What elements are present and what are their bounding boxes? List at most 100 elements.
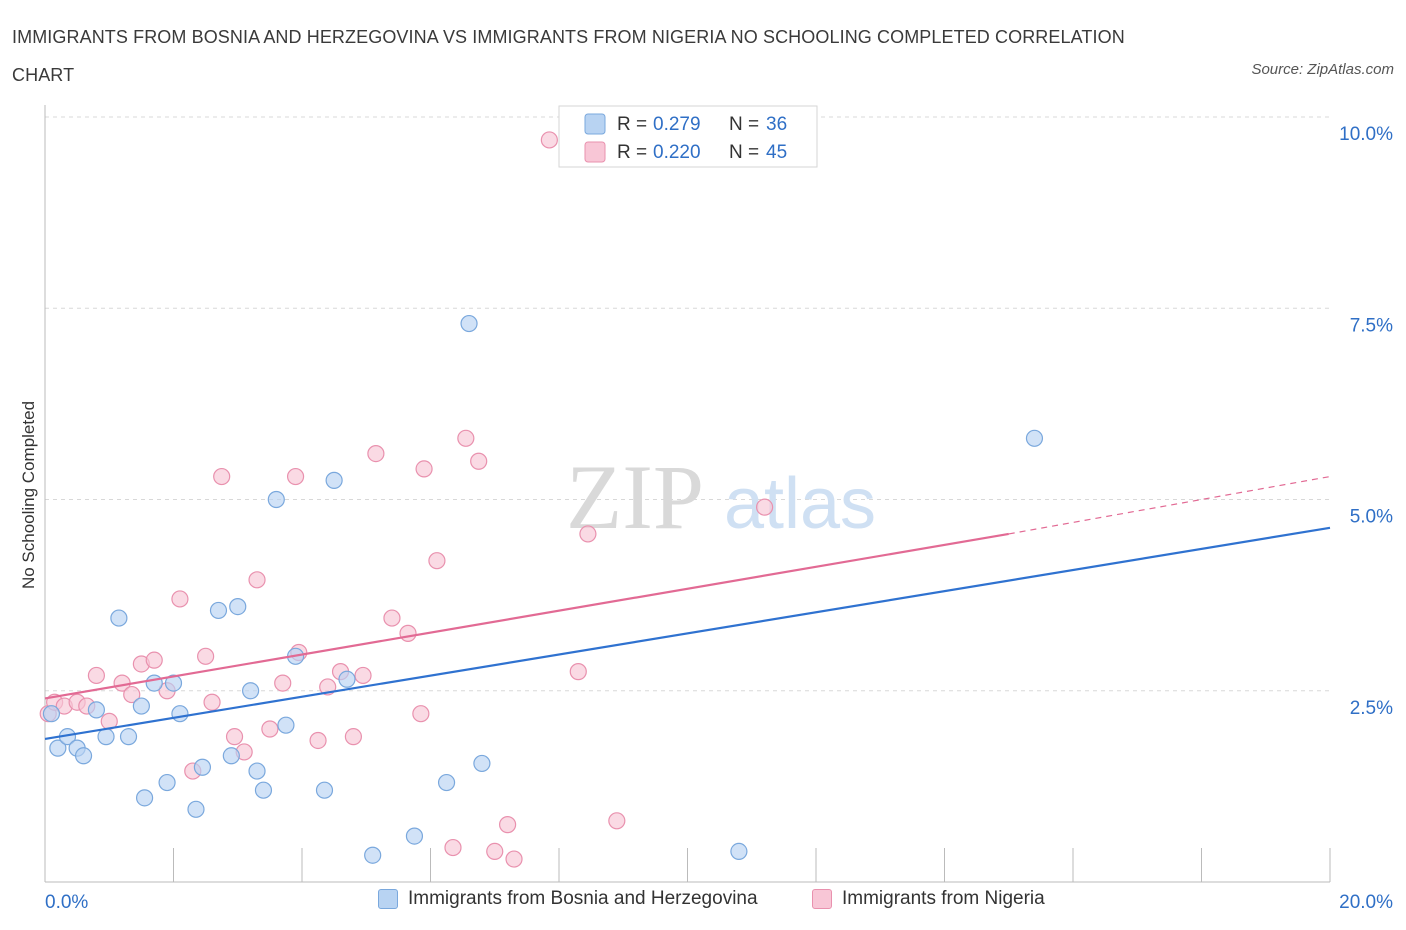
nigeria-point xyxy=(367,445,385,463)
bosnia-point xyxy=(110,609,128,627)
bosnia-point xyxy=(145,674,163,692)
nigeria-point xyxy=(248,571,266,589)
nigeria-point xyxy=(274,674,292,692)
nigeria-point xyxy=(412,705,430,723)
nigeria-point xyxy=(213,467,231,486)
nigeria-point xyxy=(569,663,587,681)
legend-item-bosnia: Immigrants from Bosnia and Herzegovina xyxy=(378,888,758,910)
bosnia-point xyxy=(42,705,61,723)
nigeria-point xyxy=(225,728,244,746)
bosnia-point xyxy=(49,739,67,757)
nigeria-point xyxy=(87,666,106,685)
legend-swatch-bosnia xyxy=(584,113,606,135)
legend-r-label-nigeria: R = xyxy=(617,142,647,163)
legend-r-label-bosnia: R = xyxy=(617,114,647,135)
bosnia-point xyxy=(460,314,478,333)
legend-r-value-bosnia: 0.279 xyxy=(653,114,701,135)
bosnia-point xyxy=(193,758,212,776)
watermark: ZIP atlas xyxy=(566,446,876,548)
nigeria-point xyxy=(123,685,141,704)
bosnia-point xyxy=(132,697,150,715)
bosnia-point xyxy=(364,846,382,864)
nigeria-point xyxy=(261,720,279,738)
bosnia-point xyxy=(209,601,228,620)
bosnia-point xyxy=(437,773,456,792)
chart-title: IMMIGRANTS FROM BOSNIA AND HERZEGOVINA V… xyxy=(12,27,1125,85)
legend-n-label-nigeria: N = xyxy=(729,142,759,163)
legend-r-value-nigeria: 0.220 xyxy=(653,142,701,163)
nigeria-point xyxy=(499,816,517,834)
bosnia-point xyxy=(74,747,93,765)
bosnia-point xyxy=(315,781,334,799)
bosnia-point xyxy=(187,800,205,818)
nigeria-point xyxy=(457,429,475,447)
y-tick-label: 10.0% xyxy=(1339,124,1393,145)
bosnia-point xyxy=(171,705,189,723)
axes xyxy=(44,105,1331,883)
nigeria-trend-extension xyxy=(1008,475,1331,535)
legend-n-label-bosnia: N = xyxy=(729,114,759,135)
nigeria-point xyxy=(354,666,372,685)
nigeria-point xyxy=(344,728,362,746)
tick-labels: 2.5% 5.0% 7.5% 10.0% 0.0% 20.0% xyxy=(45,124,1393,913)
bosnia-point xyxy=(405,827,424,845)
nigeria-point xyxy=(608,812,626,830)
nigeria-point xyxy=(540,131,558,149)
x-tick-label: 20.0% xyxy=(1339,892,1393,913)
y-tick-label: 5.0% xyxy=(1350,507,1393,528)
y-axis-label: No Schooling Completed xyxy=(19,401,38,589)
nigeria-point xyxy=(505,850,523,868)
nigeria-point xyxy=(444,838,462,857)
bosnia-point xyxy=(164,674,183,692)
nigeria-point xyxy=(383,609,401,627)
bosnia-point xyxy=(158,773,176,792)
y-tick-label: 2.5% xyxy=(1350,698,1393,719)
bosnia-point xyxy=(135,789,154,807)
nigeria-trend-line xyxy=(44,532,1009,700)
bosnia-point xyxy=(1025,429,1044,447)
legend-stats: R = 0.279 N = 36 R = 0.220 N = 45 xyxy=(558,105,818,168)
bosnia-point xyxy=(229,597,247,616)
source-label: Source: ZipAtlas.com xyxy=(1251,61,1394,78)
trend-lines xyxy=(44,475,1331,741)
bosnia-point xyxy=(242,682,260,700)
bosnia-point xyxy=(97,728,115,746)
nigeria-point xyxy=(486,842,504,861)
y-tick-label: 7.5% xyxy=(1350,315,1393,336)
nigeria-point xyxy=(203,693,221,711)
nigeria-point xyxy=(171,590,189,608)
nigeria-point xyxy=(145,651,163,669)
watermark-atlas: atlas xyxy=(724,464,876,544)
bosnia-point xyxy=(325,471,343,489)
bosnia-point xyxy=(119,728,138,746)
nigeria-point xyxy=(579,525,597,543)
bosnia-point xyxy=(277,716,295,734)
bosnia-point xyxy=(473,754,491,773)
nigeria-point xyxy=(428,552,446,570)
nigeria-point xyxy=(755,498,774,516)
legend-n-value-nigeria: 45 xyxy=(766,142,787,163)
legend-n-value-bosnia: 36 xyxy=(766,114,787,135)
bosnia-point xyxy=(87,701,106,719)
nigeria-point xyxy=(286,467,305,486)
nigeria-point xyxy=(399,624,417,642)
nigeria-point xyxy=(197,647,215,665)
x-tick-label: 0.0% xyxy=(45,892,88,913)
nigeria-point xyxy=(470,452,488,470)
bosnia-point xyxy=(222,747,240,765)
bosnia-point xyxy=(248,762,266,780)
bosnia-trend-line xyxy=(44,526,1331,741)
bosnia-point xyxy=(730,842,748,861)
nigeria-point xyxy=(415,460,433,478)
legend-bottom: Immigrants from Bosnia and Herzegovina I… xyxy=(0,888,1406,916)
legend-label-bosnia: Immigrants from Bosnia and Herzegovina xyxy=(408,888,758,909)
legend-swatch-nigeria xyxy=(584,141,606,163)
bosnia-point xyxy=(254,781,273,799)
legend-label-nigeria: Immigrants from Nigeria xyxy=(842,888,1045,909)
bosnia-point xyxy=(338,670,356,688)
legend-bottom-swatch-bosnia xyxy=(378,889,398,909)
bosnia-points xyxy=(42,314,1044,864)
nigeria-point xyxy=(309,731,327,750)
legend-item-nigeria: Immigrants from Nigeria xyxy=(812,888,1045,910)
